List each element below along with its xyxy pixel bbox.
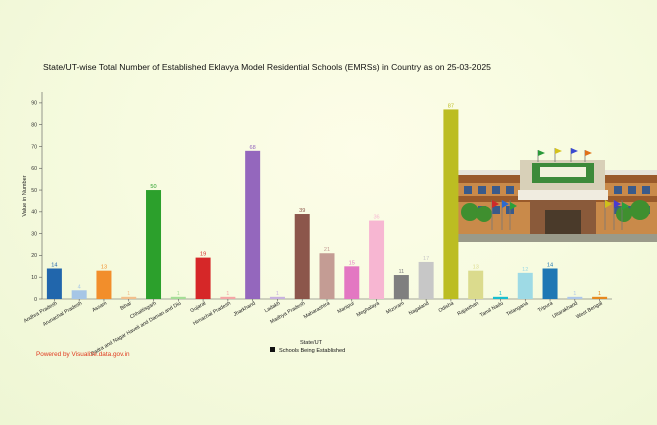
bar-value-label: 13 [473,265,479,271]
bar-value-label: 68 [250,145,256,151]
bar[interactable] [269,296,285,299]
y-tick-label: 20 [31,253,37,259]
y-axis-label: Value in Number [22,175,28,216]
y-tick-label: 60 [31,166,37,172]
powered-by-link[interactable]: Powered by Visualize.data.gov.in [36,351,130,358]
bar-value-label: 14 [547,262,553,268]
x-tick-label: Uttarakhand [551,300,579,319]
bar-value-label: 1 [573,291,576,297]
bar-value-label: 1 [598,291,601,297]
bar-value-label: 50 [150,184,156,190]
bar[interactable] [146,190,162,299]
school-building-image [458,148,657,242]
bar[interactable] [71,290,87,299]
y-tick-label: 50 [31,188,37,194]
bar[interactable] [542,268,558,299]
x-tick-label: Dadra and Nagar Haveli and Daman and Diu [90,300,183,357]
y-tick-label: 70 [31,144,37,150]
legend-swatch [270,347,275,352]
x-tick-label: Nagaland [408,300,430,316]
x-tick-label: Assam [91,301,108,314]
bar[interactable] [170,296,186,299]
x-tick-label: Odisha [438,300,455,313]
bar-value-label: 14 [51,262,57,268]
x-tick-label: Ladakh [264,300,282,314]
y-tick-label: 0 [34,297,37,303]
bar-value-label: 1 [177,291,180,297]
x-tick-label: West Bengal [575,301,603,321]
bar[interactable] [121,296,137,299]
bar[interactable] [46,268,62,299]
bar[interactable] [195,257,211,299]
y-tick-label: 90 [31,101,37,107]
bar-value-label: 1 [226,291,229,297]
x-tick-label: Tamil Nadu [479,300,505,318]
bar-value-label: 15 [349,260,355,266]
legend: Schools Being Established [270,347,345,354]
bar-value-label: 21 [324,247,330,253]
x-tick-label: Meghalaya [356,300,381,318]
bar[interactable] [468,270,484,299]
bar[interactable] [245,150,261,299]
bar-value-label: 17 [423,256,429,262]
bar-value-label: 11 [398,269,404,275]
bar-value-label: 87 [448,103,454,109]
y-tick-label: 40 [31,210,37,216]
bar[interactable] [567,296,583,299]
bar-value-label: 4 [78,284,81,290]
x-tick-label: Telangana [506,300,530,317]
bar[interactable] [492,296,508,299]
bar[interactable] [592,296,608,299]
bar[interactable] [220,296,236,299]
y-tick-label: 30 [31,231,37,237]
bar[interactable] [443,109,459,299]
bar[interactable] [344,266,360,299]
x-axis-label: State/UT [300,340,323,346]
x-tick-label: Manipur [337,300,356,315]
bar-value-label: 19 [200,252,206,258]
bar[interactable] [517,272,533,299]
x-tick-label: Bihar [119,300,133,311]
chart-title: State/UT-wise Total Number of Establishe… [43,62,491,72]
bar-value-label: 39 [299,208,305,214]
bar[interactable] [294,214,310,299]
x-tick-label: Mizoram [385,301,405,316]
bar[interactable] [369,220,385,299]
bar[interactable] [96,270,112,299]
x-tick-label: Jharkhand [233,300,257,317]
bar[interactable] [319,253,335,299]
y-ticks: 0 10 20 30 40 50 60 70 80 90 [31,101,42,303]
y-tick-label: 10 [31,275,37,281]
bar-value-label: 36 [373,215,379,221]
x-tick-label: Maharashtra [303,300,331,320]
bar-value-label: 1 [499,291,502,297]
y-tick-label: 80 [31,122,37,128]
bar[interactable] [393,275,409,299]
x-tick-label: Gujarat [189,300,207,314]
bar-value-label: 12 [522,267,528,273]
bar-value-label: 13 [101,265,107,271]
bar[interactable] [418,261,434,299]
legend-entry: Schools Being Established [279,348,345,354]
x-tick-label: Rajasthan [456,300,479,317]
bar-value-label: 1 [276,291,279,297]
x-tick-label: Tripura [537,300,554,313]
bar-value-label: 1 [127,291,130,297]
